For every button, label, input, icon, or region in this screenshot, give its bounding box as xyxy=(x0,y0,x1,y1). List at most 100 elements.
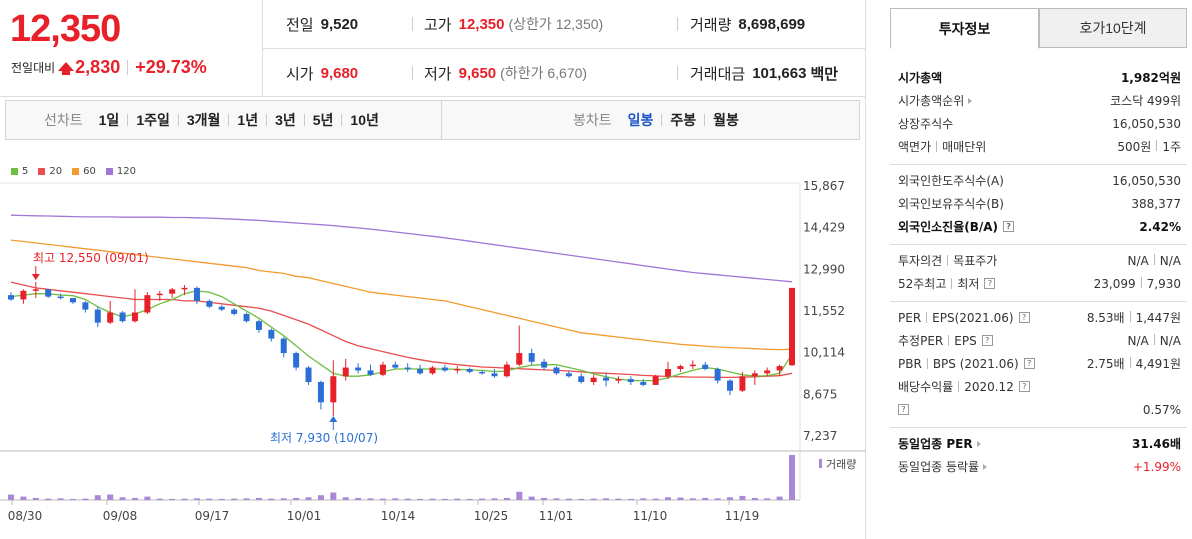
info-value-label-2: N/A xyxy=(1159,333,1181,348)
info-row: 외국인소진율(B/A)? 2.42% xyxy=(890,215,1187,238)
arrow-right-icon[interactable] xyxy=(968,97,973,104)
info-value-label: 16,050,530 xyxy=(1112,116,1181,131)
legend-label: 60 xyxy=(83,166,96,177)
info-value: 2.75배 4,491원 xyxy=(1087,355,1181,372)
change-percent: +29.73% xyxy=(135,57,207,77)
candle-body xyxy=(553,367,560,374)
volume-bar xyxy=(776,496,783,500)
price-chart: 15,867 14,429 12,990 11,552 10,114 8,675 7,237… xyxy=(0,179,866,523)
volume-bar xyxy=(441,498,448,500)
divider xyxy=(936,141,938,152)
help-icon[interactable]: ? xyxy=(1003,221,1015,232)
tab-line-1[interactable]: 1주일 xyxy=(136,112,170,128)
info-key: 배당수익률 2020.12? xyxy=(898,378,1030,395)
info-key: 동일업종 등락률 xyxy=(898,458,988,475)
min-arrow-head xyxy=(329,416,338,422)
open-cell: 시가 9,680 xyxy=(286,49,358,97)
info-value-label: +1.99% xyxy=(1132,459,1181,474)
tab-line-0[interactable]: 1일 xyxy=(98,112,120,128)
info-row: 동일업종 등락률 +1.99% xyxy=(890,455,1187,478)
help-icon[interactable]: ? xyxy=(1018,381,1030,392)
info-row: 시가총액순위 코스닥 499위 xyxy=(890,89,1187,112)
change-value: 2,830 xyxy=(75,57,121,77)
volume-bar xyxy=(789,455,795,500)
tab-line-2[interactable]: 3개월 xyxy=(186,112,221,128)
change-row: 전일대비 2,830 +29.73% xyxy=(11,57,207,78)
volume-legend-swatch xyxy=(819,459,822,468)
volume-bar xyxy=(553,498,560,500)
tab-line-3[interactable]: 1년 xyxy=(237,112,259,128)
divider xyxy=(677,66,678,80)
volume-bar xyxy=(751,497,758,500)
info-value: 1,982억원 xyxy=(1121,69,1181,86)
legend-swatch xyxy=(105,168,113,175)
volume-bar xyxy=(57,498,64,500)
help-icon[interactable]: ? xyxy=(984,278,996,289)
tab-candle-1[interactable]: 주봉 xyxy=(670,112,697,128)
price-box: 12,350 전일대비 2,830 +29.73% xyxy=(0,0,263,97)
help-icon[interactable]: ? xyxy=(898,404,909,415)
info-value-label: 8.53배 xyxy=(1086,311,1125,325)
help-icon[interactable]: ? xyxy=(1023,358,1035,369)
arrow-right-icon[interactable] xyxy=(983,463,988,470)
volume-bar xyxy=(243,498,250,500)
tab-order-book[interactable]: 호가10단계 xyxy=(1039,8,1187,48)
candle-body xyxy=(131,312,138,322)
info-value-label: N/A xyxy=(1127,333,1149,348)
volume-bar xyxy=(392,498,399,500)
candle-body xyxy=(392,364,399,368)
line-chart-tabs: 선차트 1일 1주일 3개월 1년 3년 5년 10년 xyxy=(44,101,379,139)
volume-bar xyxy=(169,498,176,500)
volume-bar xyxy=(255,497,262,500)
open-label: 시가 xyxy=(286,65,314,83)
candle-body xyxy=(355,367,362,371)
volume-value: 8,698,699 xyxy=(738,15,806,33)
info-row: 동일업종 PER 31.46배 xyxy=(890,432,1187,455)
volume-bar xyxy=(714,498,721,500)
tab-line-4[interactable]: 3년 xyxy=(275,112,296,128)
tab-line-6[interactable]: 10년 xyxy=(350,112,379,128)
info-row: 액면가 매매단위 500원 1주 xyxy=(890,135,1187,158)
divider xyxy=(127,60,129,75)
info-key: 시가총액 xyxy=(898,69,942,86)
divider xyxy=(341,114,343,126)
line-chart-label: 선차트 xyxy=(44,112,83,128)
legend-swatch xyxy=(11,168,18,175)
volume-bar xyxy=(317,495,324,500)
tab-candle-0[interactable]: 일봉 xyxy=(627,112,654,128)
open-value: 9,680 xyxy=(320,64,359,82)
arrow-right-icon[interactable] xyxy=(976,440,981,447)
info-row: 시가총액 1,982억원 xyxy=(890,66,1187,89)
divider xyxy=(951,278,953,289)
volume-bar xyxy=(590,498,597,500)
tab-candle-2[interactable]: 월봉 xyxy=(713,112,739,128)
info-key: 투자의견 목표주가 xyxy=(898,252,997,269)
volume-bar xyxy=(689,498,696,500)
divider xyxy=(958,381,960,392)
divider xyxy=(303,114,305,126)
divider xyxy=(1153,333,1155,345)
legend-item-5: 5 xyxy=(11,166,28,177)
info-key-label: 추정PER xyxy=(898,334,944,348)
candle-body xyxy=(305,367,312,383)
info-key-label-2: EPS(2021.06) xyxy=(932,310,1014,325)
candle-body xyxy=(615,379,622,381)
info-section-0: 시가총액 1,982억원 시가총액순위 코스닥 499위 상장주식수 16,050,530… xyxy=(890,62,1187,165)
tab-line-5[interactable]: 5년 xyxy=(312,112,334,128)
info-key-label: PER xyxy=(898,310,922,325)
candle-body xyxy=(317,382,324,403)
info-key: 시가총액순위 xyxy=(898,92,973,109)
help-icon[interactable]: ? xyxy=(981,335,993,346)
info-row: 투자의견 목표주가 N/A N/A xyxy=(890,249,1187,272)
volume-bar xyxy=(739,495,746,500)
volume-bar xyxy=(156,498,163,500)
info-value-label: 388,377 xyxy=(1131,196,1181,211)
low-label: 저가 xyxy=(424,65,452,83)
divider xyxy=(1129,357,1131,368)
info-key: ? xyxy=(898,404,909,415)
help-icon[interactable]: ? xyxy=(1018,312,1030,323)
candle-body xyxy=(603,377,610,381)
x-tick-label: 11/19 xyxy=(725,509,760,523)
info-key: PBR BPS (2021.06)? xyxy=(898,357,1035,371)
tab-investment-info[interactable]: 투자정보 xyxy=(890,8,1039,49)
